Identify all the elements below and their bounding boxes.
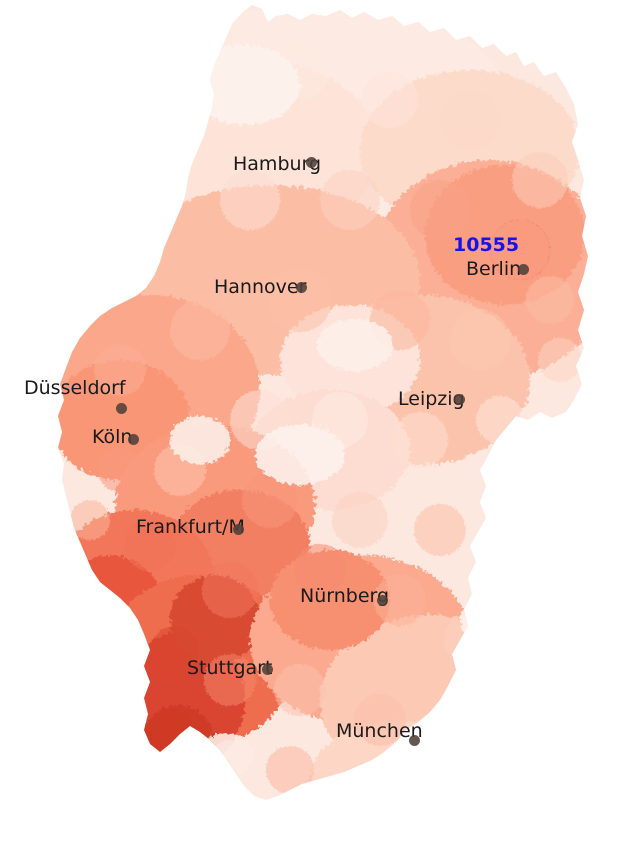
postal-code-highlight-10555[interactable]: 10555 — [453, 234, 520, 256]
